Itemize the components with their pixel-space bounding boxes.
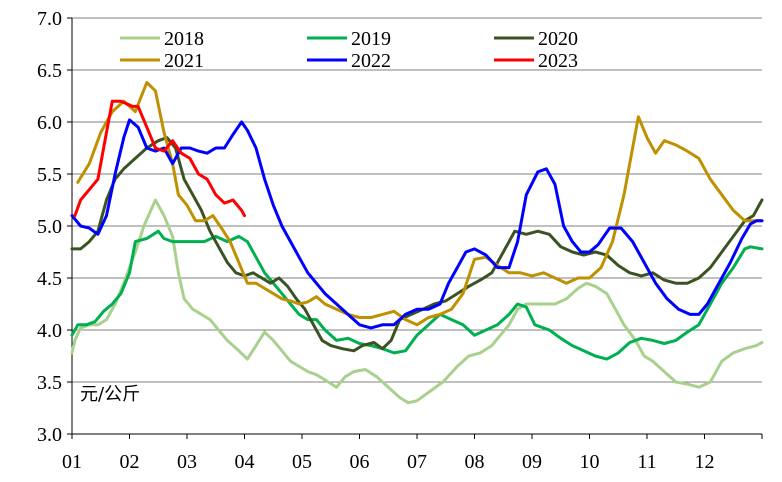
- series-lines: [70, 81, 764, 405]
- x-tick-label: 03: [177, 451, 197, 473]
- y-tick-label: 4.5: [37, 268, 62, 290]
- y-tick-label: 4.0: [37, 320, 62, 342]
- legend-label-2020: 2020: [538, 28, 578, 50]
- legend-label-2023: 2023: [538, 50, 578, 72]
- series-line-2023: [73, 99, 246, 218]
- x-tick-label: 11: [637, 451, 656, 473]
- y-tick-label: 5.5: [37, 164, 62, 186]
- legend-label-2022: 2022: [351, 50, 391, 72]
- legend-label-2021: 2021: [164, 50, 204, 72]
- series-line-2020: [70, 136, 764, 353]
- grid-lines: [72, 17, 762, 383]
- axes: [67, 17, 763, 439]
- x-tick-label: 01: [62, 451, 82, 473]
- y-tick-label: 3.0: [37, 424, 62, 446]
- series-line-2021: [76, 81, 764, 327]
- x-tick-label: 02: [120, 451, 140, 473]
- x-tick-label: 05: [292, 451, 312, 473]
- series-line-2018: [70, 198, 764, 405]
- y-tick-labels: 3.0 3.5 4.0 4.5 5.0 5.5 6.0 6.5 7.0: [37, 8, 62, 446]
- series-line-2019: [70, 229, 764, 361]
- x-tick-label: 12: [695, 451, 715, 473]
- legend-label-2018: 2018: [164, 28, 204, 50]
- legend-label-2019: 2019: [351, 28, 391, 50]
- x-tick-label: 07: [407, 451, 427, 473]
- x-tick-label: 04: [235, 451, 255, 473]
- y-tick-label: 5.0: [37, 216, 62, 238]
- unit-label: 元/公斤: [80, 384, 140, 405]
- x-tick-labels: 01 02 03 04 05 06 07 08 09 10 11 12: [62, 451, 715, 473]
- x-tick-label: 06: [350, 451, 370, 473]
- legend: 2018 2019 2020 2021 2022 2023: [120, 28, 578, 72]
- x-tick-label: 08: [465, 451, 485, 473]
- y-tick-label: 6.5: [37, 60, 62, 82]
- y-tick-label: 3.5: [37, 372, 62, 394]
- x-tick-label: 09: [522, 451, 542, 473]
- x-tick-label: 10: [580, 451, 600, 473]
- y-tick-label: 7.0: [37, 8, 62, 30]
- series-line-2022: [70, 118, 764, 330]
- y-tick-label: 6.0: [37, 112, 62, 134]
